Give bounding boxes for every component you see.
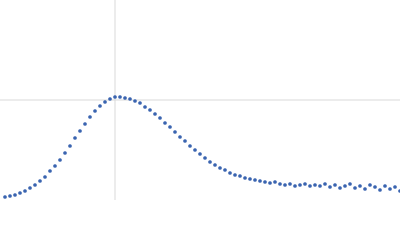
point [78, 129, 82, 133]
point [223, 168, 227, 172]
point [173, 130, 177, 134]
point [63, 151, 67, 155]
point [388, 187, 392, 191]
point [308, 184, 312, 188]
point [268, 181, 272, 185]
point [213, 163, 217, 167]
point [118, 95, 122, 99]
point [153, 112, 157, 116]
point [338, 186, 342, 190]
point [253, 178, 257, 182]
point [343, 184, 347, 188]
point [143, 105, 147, 109]
point [88, 115, 92, 119]
point [148, 108, 152, 112]
point [378, 188, 382, 192]
point [163, 121, 167, 125]
point [58, 158, 62, 162]
point [363, 187, 367, 191]
point [53, 164, 57, 168]
point [383, 184, 387, 188]
point [283, 183, 287, 187]
point [233, 173, 237, 177]
point [243, 176, 247, 180]
point [8, 194, 12, 198]
point [228, 171, 232, 175]
point [293, 184, 297, 188]
point [18, 191, 22, 195]
chart [0, 0, 400, 200]
point [28, 186, 32, 190]
point [48, 169, 52, 173]
point [123, 96, 127, 100]
point [393, 185, 397, 189]
point [373, 185, 377, 189]
point [98, 104, 102, 108]
point [258, 179, 262, 183]
point [23, 189, 27, 193]
point [108, 97, 112, 101]
point [348, 182, 352, 186]
point [313, 183, 317, 187]
point [263, 180, 267, 184]
page: (() => { const data = JSON.parse(documen… [0, 0, 400, 200]
point [288, 182, 292, 186]
point [328, 185, 332, 189]
point [38, 179, 42, 183]
point [333, 183, 337, 187]
point [248, 177, 252, 181]
point [133, 99, 137, 103]
point [323, 182, 327, 186]
point [203, 156, 207, 160]
point [138, 101, 142, 105]
point [353, 186, 357, 190]
point [158, 116, 162, 120]
point [3, 195, 7, 199]
point [43, 175, 47, 179]
point [93, 109, 97, 113]
point [218, 166, 222, 170]
point [13, 193, 17, 197]
point [303, 182, 307, 186]
point [198, 152, 202, 156]
point [318, 184, 322, 188]
point [103, 100, 107, 104]
point [128, 97, 132, 101]
point [273, 180, 277, 184]
point [33, 183, 37, 187]
point [113, 95, 117, 99]
point [238, 174, 242, 178]
point [168, 125, 172, 129]
point [368, 183, 372, 187]
point [178, 135, 182, 139]
point [298, 183, 302, 187]
point [83, 122, 87, 126]
point [73, 136, 77, 140]
point [193, 148, 197, 152]
point [188, 144, 192, 148]
point [183, 139, 187, 143]
point [208, 160, 212, 164]
point [358, 184, 362, 188]
point [278, 182, 282, 186]
point [68, 144, 72, 148]
